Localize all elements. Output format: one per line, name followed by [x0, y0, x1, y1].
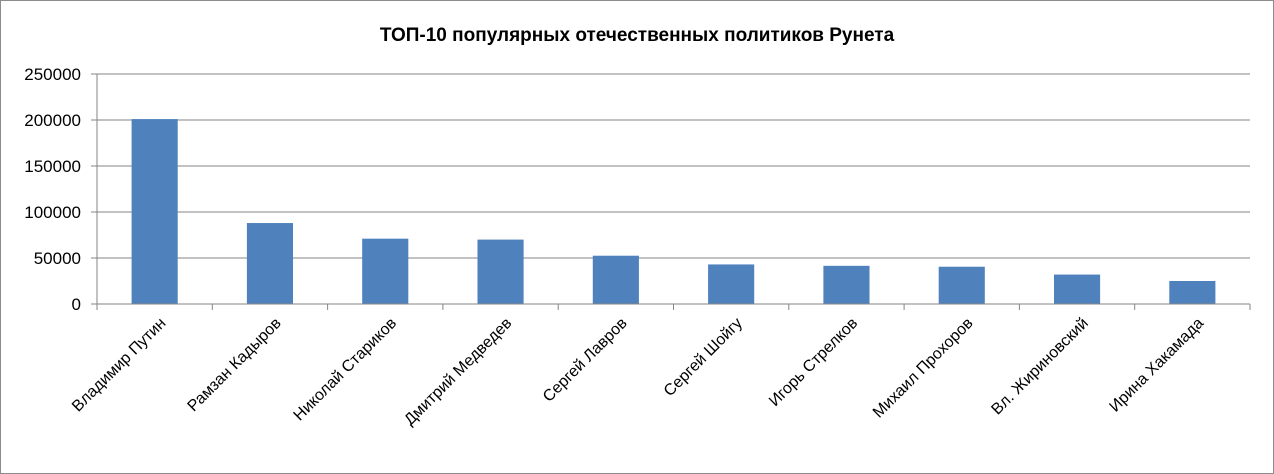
chart-title: ТОП-10 популярных отечественных политико… [380, 25, 895, 46]
y-tick-label: 200000 [24, 111, 81, 130]
x-tick-label: Игорь Стрелков [766, 315, 861, 410]
y-tick-label: 0 [72, 295, 81, 314]
bar-6 [708, 264, 755, 304]
x-tick-label: Дмитрий Медведев [401, 315, 515, 429]
x-tick-label: Сергей Лавров [540, 315, 631, 406]
bar-2 [246, 223, 294, 304]
y-tick-label: 100000 [24, 203, 81, 222]
axes [91, 73, 1251, 310]
bar-8 [938, 266, 985, 304]
bar-5 [592, 255, 639, 304]
x-tick-label: Ирина Хакамада [1106, 315, 1207, 416]
x-tick-label: Вл. Жириновский [988, 315, 1092, 419]
bar-7 [823, 265, 870, 304]
x-tick-label: Владимир Путин [69, 315, 169, 415]
bar-10 [1169, 281, 1216, 304]
y-tick-label: 150000 [24, 157, 81, 176]
x-tick-label: Рамзан Кадыров [185, 315, 285, 415]
bar-1 [131, 119, 178, 304]
y-tick-label: 250000 [24, 65, 81, 84]
bar-4 [477, 239, 524, 304]
bar-9 [1053, 274, 1101, 304]
bar-3 [362, 238, 409, 304]
x-tick-label: Михаил Прохоров [870, 315, 977, 422]
bars [131, 119, 1216, 304]
x-tick-label: Сергей Шойгу [661, 315, 746, 400]
x-axis-tick-labels: Владимир Путин Рамзан Кадыров Николай Стар… [69, 315, 1207, 429]
grid-lines [97, 73, 1250, 259]
y-tick-label: 50000 [34, 249, 81, 268]
x-tick-label: Николай Стариков [291, 315, 401, 425]
y-axis-tick-labels: 0 50000 100000 150000 200000 250000 [24, 65, 81, 314]
